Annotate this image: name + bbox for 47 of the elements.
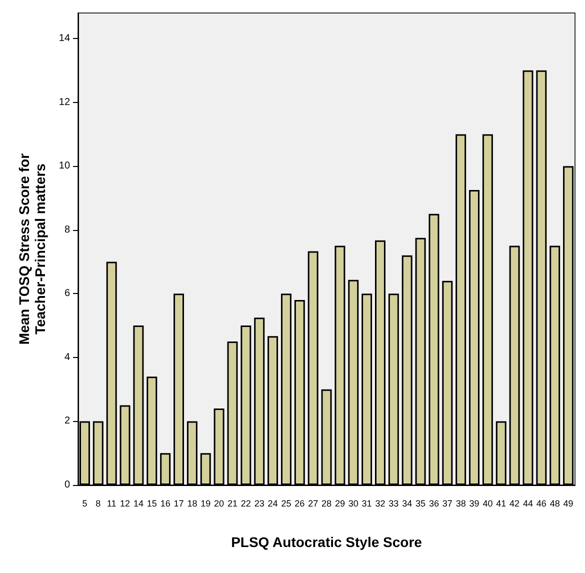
- x-tick-label: 8: [96, 498, 101, 508]
- x-tick-label: 20: [214, 498, 224, 508]
- y-tick-label: 12: [58, 96, 70, 108]
- x-tick-label: 41: [496, 498, 506, 508]
- x-tick-label: 33: [388, 498, 399, 508]
- x-tick-label: 23: [254, 498, 264, 508]
- x-tick-label: 42: [510, 498, 520, 508]
- x-tick-label: 17: [174, 498, 184, 508]
- y-tick-label: 6: [64, 288, 70, 300]
- x-tick-label: 16: [160, 498, 170, 508]
- x-tick-label: 30: [348, 498, 358, 508]
- x-tick-label: 21: [227, 498, 238, 508]
- x-tick-label: 11: [106, 498, 116, 508]
- x-tick-label: 40: [482, 498, 493, 508]
- x-tick-label: 22: [240, 498, 251, 508]
- y-tick-label: 2: [64, 416, 70, 427]
- y-tick-label: 0: [64, 480, 70, 490]
- y-tick-label: 8: [64, 224, 70, 236]
- x-tick-label: 12: [120, 498, 130, 508]
- x-tick-label: 32: [375, 498, 386, 508]
- x-tick-label: 34: [402, 498, 412, 508]
- x-tick-label: 37: [442, 498, 452, 508]
- y-tick-label: 14: [58, 33, 70, 44]
- y-axis-title: Mean TOSQ Stress Score for Teacher-Principal matters: [16, 152, 48, 345]
- x-tick-label: 14: [133, 498, 144, 508]
- x-tick-label: 5: [82, 498, 88, 508]
- x-tick-label: 31: [362, 498, 372, 508]
- x-tick-label: 36: [428, 498, 439, 508]
- y-tick-label: 4: [64, 352, 70, 363]
- x-tick-label: 24: [268, 498, 278, 508]
- x-tick-label: 49: [563, 498, 574, 508]
- x-tick-label: 19: [200, 498, 211, 508]
- x-tick-label: 39: [469, 498, 480, 508]
- x-tick-label: 48: [550, 498, 560, 508]
- x-tick-label: 35: [416, 498, 426, 508]
- x-tick-label: 26: [294, 498, 305, 508]
- x-tick-label: 38: [456, 498, 466, 508]
- x-tick-label: 25: [281, 498, 292, 508]
- x-tick-label: 29: [334, 498, 345, 508]
- x-tick-label: 15: [146, 498, 157, 508]
- x-tick-label: 46: [536, 498, 546, 508]
- x-tick-label: 27: [308, 498, 318, 508]
- x-tick-label: 44: [522, 498, 533, 508]
- y-tick-label: 10: [58, 160, 70, 172]
- x-tick-label: 18: [187, 498, 198, 508]
- x-tick-label: 28: [322, 498, 332, 508]
- x-axis-title: PLSQ Autocratic Style Score: [231, 534, 422, 550]
